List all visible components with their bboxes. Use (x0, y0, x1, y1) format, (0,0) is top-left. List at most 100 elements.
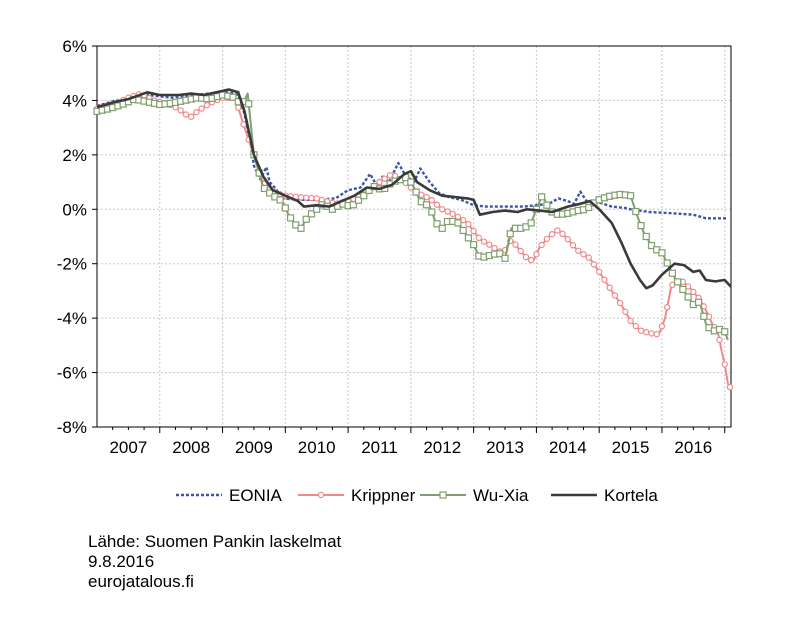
x-tick-label: 2014 (549, 438, 587, 457)
legend-label: EONIA (229, 486, 283, 505)
x-tick-label: 2016 (674, 438, 712, 457)
data-point (647, 241, 656, 250)
data-point (376, 178, 383, 186)
x-tick-label: 2010 (298, 438, 336, 457)
data-point (449, 210, 456, 218)
series-line (96, 88, 732, 290)
data-point (428, 197, 435, 204)
legend-item-eonia: EONIA (176, 486, 283, 505)
data-point (668, 269, 677, 277)
data-point (700, 312, 708, 320)
data-point (313, 195, 320, 202)
data-point (470, 241, 478, 249)
data-point (297, 194, 305, 201)
data-point (679, 285, 687, 294)
data-point (193, 109, 200, 116)
x-tick-label: 2008 (172, 438, 210, 457)
data-point (637, 327, 645, 334)
date-note: 9.8.2016 (88, 552, 155, 571)
series-krippner (93, 91, 734, 391)
data-point (308, 194, 315, 202)
data-point (491, 244, 498, 252)
data-point (580, 250, 587, 258)
data-point (286, 214, 295, 222)
data-point (564, 236, 571, 243)
data-point (626, 192, 635, 200)
data-point (438, 224, 446, 232)
y-tick-label: -2% (57, 255, 87, 274)
data-point (203, 101, 211, 109)
data-point (187, 113, 195, 120)
data-point (506, 230, 514, 238)
data-point (423, 193, 430, 201)
data-point (590, 261, 598, 268)
data-point (454, 219, 462, 227)
data-point (428, 208, 436, 216)
data-point (726, 383, 734, 391)
data-point (527, 219, 535, 227)
data-point (349, 201, 357, 209)
legend-label: Krippner (351, 486, 416, 505)
x-tick-label: 2015 (612, 438, 650, 457)
data-point (522, 253, 530, 261)
data-point (245, 100, 253, 108)
data-point (559, 230, 566, 238)
data-point (407, 178, 415, 186)
data-point (198, 105, 205, 112)
data-point (307, 210, 316, 218)
data-point (459, 226, 467, 235)
data-point (303, 194, 310, 201)
x-tick-label: 2007 (109, 438, 147, 457)
data-point (601, 276, 608, 284)
data-point (585, 203, 593, 212)
data-point (627, 317, 634, 325)
data-point (512, 241, 519, 248)
data-point (543, 201, 551, 209)
y-tick-label: 0% (62, 200, 87, 219)
data-point (465, 221, 472, 228)
data-point (360, 192, 368, 200)
legend-label: Kortela (604, 486, 658, 505)
data-point (653, 330, 660, 338)
data-point (595, 268, 603, 276)
data-point (276, 196, 284, 204)
y-tick-label: 2% (62, 146, 87, 165)
data-point (658, 249, 666, 257)
data-point (182, 111, 190, 118)
data-point (229, 93, 237, 101)
data-point (643, 329, 650, 336)
data-point (235, 104, 242, 111)
data-point (543, 235, 551, 243)
data-point (690, 288, 697, 296)
y-tick-label: 6% (62, 37, 87, 56)
data-point (674, 278, 682, 286)
x-tick-label: 2013 (486, 438, 524, 457)
data-point (501, 254, 509, 262)
data-point (569, 242, 577, 249)
data-point (611, 292, 619, 299)
data-point (648, 330, 655, 337)
data-point (386, 172, 394, 179)
data-point (354, 196, 363, 204)
data-point (439, 491, 447, 499)
data-point (538, 241, 545, 249)
grid (97, 46, 731, 427)
data-point (496, 250, 504, 258)
y-tick-label: -8% (57, 418, 87, 437)
data-point (716, 336, 723, 344)
data-point (381, 175, 388, 182)
data-point (606, 284, 613, 291)
series-kortela (96, 88, 732, 290)
data-point (422, 201, 431, 209)
x-tick-label: 2009 (235, 438, 273, 457)
legend-item-wuxia: Wu-Xia (420, 486, 529, 505)
data-point (486, 241, 493, 248)
data-point (527, 256, 535, 264)
data-point (658, 323, 666, 330)
data-point (475, 234, 483, 242)
data-point (281, 204, 289, 212)
data-point (517, 247, 524, 255)
y-tick-label: 4% (62, 91, 87, 110)
legend: EONIA Krippner Wu-Xia Kortela (176, 486, 658, 505)
